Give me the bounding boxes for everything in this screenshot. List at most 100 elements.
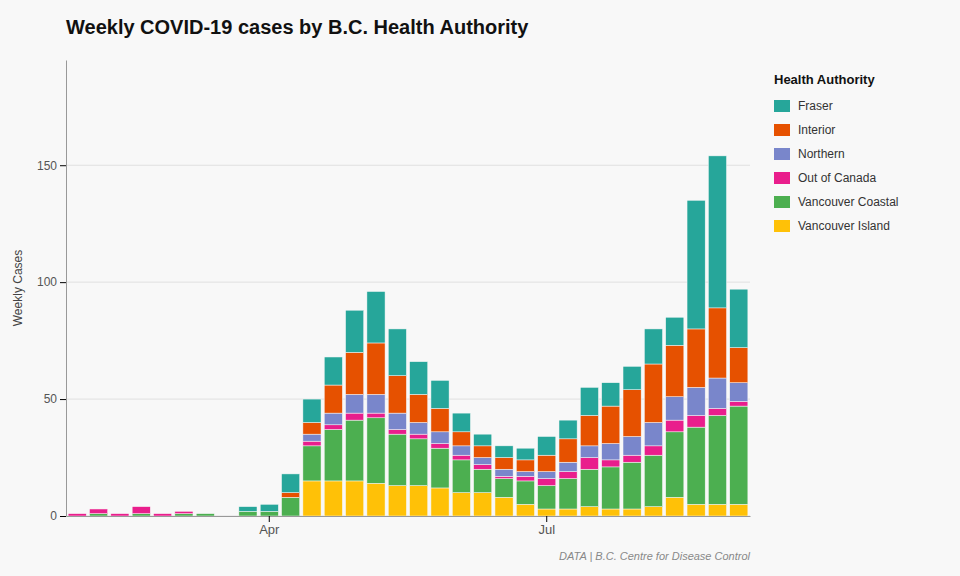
bar: [260, 504, 278, 511]
bar: [431, 488, 449, 516]
bar: [282, 493, 300, 498]
bar: [89, 508, 107, 509]
bar: [324, 425, 342, 430]
bar: [303, 446, 321, 481]
bar: [303, 399, 321, 422]
bar: [559, 479, 577, 509]
bar: [218, 516, 236, 517]
bar: [324, 413, 342, 425]
bar: [580, 415, 598, 445]
bar: [666, 497, 684, 516]
bar: [559, 472, 577, 479]
bar: [175, 514, 193, 516]
legend-label: Fraser: [798, 99, 833, 113]
bar: [218, 516, 236, 517]
bar: [239, 507, 257, 512]
y-tick: 100: [37, 275, 66, 289]
bar: [218, 516, 236, 517]
bar: [324, 357, 342, 385]
bar: [687, 200, 705, 329]
bar: [538, 479, 556, 486]
bar: [324, 429, 342, 480]
bar: [431, 432, 449, 444]
source-annotation: DATA | B.C. Centre for Disease Control: [559, 550, 750, 562]
bar: [708, 156, 726, 308]
y-tick-mark: [60, 165, 66, 166]
bar: [580, 507, 598, 516]
bar: [623, 366, 641, 389]
bar: [89, 508, 107, 509]
x-tick: Apr: [259, 516, 280, 537]
legend-item: Northern: [774, 147, 845, 161]
bar: [708, 308, 726, 378]
bar: [132, 514, 150, 516]
title: Weekly COVID-19 cases by B.C. Health Aut…: [66, 16, 529, 38]
bar: [495, 458, 513, 470]
bar: [602, 406, 620, 443]
bar-series: [239, 156, 748, 511]
bar: [516, 481, 534, 504]
bars: [68, 156, 748, 516]
bar: [644, 329, 662, 364]
legend-swatch: [774, 172, 790, 184]
y-tick-mark: [60, 282, 66, 283]
bar: [175, 511, 193, 512]
bar: [452, 455, 470, 460]
bar: [559, 439, 577, 462]
bar: [154, 514, 172, 516]
bar: [687, 415, 705, 427]
legend-title: Health Authority: [774, 72, 875, 87]
bar: [367, 292, 385, 343]
bar: [474, 458, 492, 465]
bar: [154, 513, 172, 514]
bar: [410, 486, 428, 516]
bar: [666, 420, 684, 432]
legend-item: Out of Canada: [774, 171, 876, 185]
bar: [474, 446, 492, 458]
bar: [516, 504, 534, 516]
bar: [218, 516, 236, 517]
x-tick: Jul: [538, 516, 555, 537]
bar: [495, 497, 513, 516]
bar: [260, 511, 278, 516]
bar: [516, 460, 534, 472]
bar: [495, 479, 513, 498]
bar: [68, 513, 86, 514]
bar: [282, 497, 300, 516]
bar: [367, 483, 385, 516]
bar: [218, 516, 236, 517]
bar: [730, 406, 748, 504]
bar: [175, 511, 193, 513]
legend-item: Vancouver Coastal: [774, 195, 899, 209]
bar: [431, 444, 449, 449]
bar: [644, 455, 662, 506]
bar: [623, 436, 641, 455]
bar: [644, 507, 662, 516]
bar: [303, 422, 321, 434]
bar: [196, 513, 214, 514]
bar: [538, 436, 556, 455]
bar: [495, 446, 513, 458]
bar: [388, 486, 406, 516]
bar: [495, 469, 513, 476]
bar: [346, 481, 364, 516]
grid-line: [66, 282, 750, 283]
bar: [111, 514, 129, 516]
bar: [196, 513, 214, 514]
y-axis: 050100150: [37, 61, 67, 524]
bar: [154, 513, 172, 514]
bar: [410, 439, 428, 486]
bar: [730, 348, 748, 383]
bar: [346, 310, 364, 352]
bar: [196, 514, 214, 516]
bar: [196, 513, 214, 514]
bar: [367, 413, 385, 418]
y-axis-line: [66, 61, 67, 517]
bar-series: [282, 308, 748, 497]
x-tick-mark: [546, 516, 547, 522]
bar: [474, 493, 492, 516]
bar: [452, 493, 470, 516]
bar: [644, 364, 662, 422]
bar: [666, 397, 684, 420]
x-axis: Apr Jul: [67, 516, 751, 537]
